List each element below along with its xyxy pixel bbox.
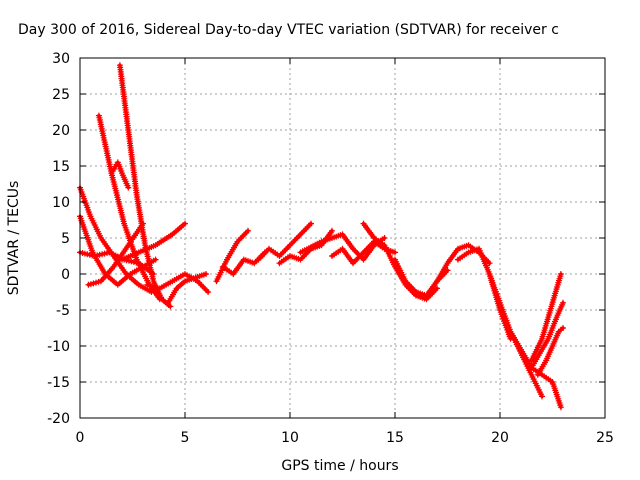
axis-ticks: 0 5 10 15 20 25 -20 -15 -10 -5 0 5 10 15 20 25 30: [47, 51, 614, 446]
y-tick-label: 20: [52, 123, 70, 139]
series-line: [361, 221, 439, 301]
x-axis-label: GPS time / hours: [281, 458, 398, 474]
series-arc-5: [85, 220, 146, 288]
chart-title: Day 300 of 2016, Sidereal Day-to-day VTE…: [18, 22, 559, 38]
series-markers: [108, 159, 132, 191]
y-tick-label: -10: [47, 339, 70, 355]
grid: [80, 58, 605, 418]
y-tick-label: -5: [56, 303, 70, 319]
series-markers: [213, 227, 251, 285]
series-arc-24: [534, 325, 566, 378]
y-tick-label: 5: [61, 231, 70, 247]
series-markers: [255, 220, 314, 263]
x-tick-label: 10: [281, 430, 299, 446]
series-markers: [85, 220, 146, 288]
series-markers: [119, 220, 188, 263]
y-axis-label: SDTVAR / TECUs: [6, 181, 22, 296]
y-tick-label: 0: [61, 267, 70, 283]
x-tick-label: 5: [181, 430, 190, 446]
series-markers: [528, 271, 564, 364]
series-markers: [276, 227, 335, 267]
series-markers: [528, 299, 566, 371]
y-tick-label: 15: [52, 159, 70, 175]
series-markers: [534, 325, 566, 378]
y-tick-label: 30: [52, 51, 70, 67]
series-arc-25: [528, 299, 566, 371]
series-arc-14: [276, 227, 335, 267]
y-tick-label: 25: [52, 87, 70, 103]
series-arc-23: [528, 271, 564, 364]
series-arc-20: [455, 245, 514, 342]
x-tick-label: 25: [596, 430, 614, 446]
data-series: [77, 62, 566, 411]
x-tick-label: 20: [491, 430, 509, 446]
x-tick-label: 15: [386, 430, 404, 446]
series-arc-13: [255, 220, 314, 263]
series-arc-10: [165, 271, 209, 306]
y-tick-label: 10: [52, 195, 70, 211]
series-markers: [455, 245, 514, 342]
series-markers: [165, 271, 209, 306]
y-tick-label: -15: [47, 375, 70, 391]
series-arc-7: [108, 159, 132, 191]
series-arc-8: [119, 220, 188, 263]
y-tick-label: -20: [47, 411, 70, 427]
series-arc-11: [213, 227, 251, 285]
x-tick-label: 0: [76, 430, 85, 446]
